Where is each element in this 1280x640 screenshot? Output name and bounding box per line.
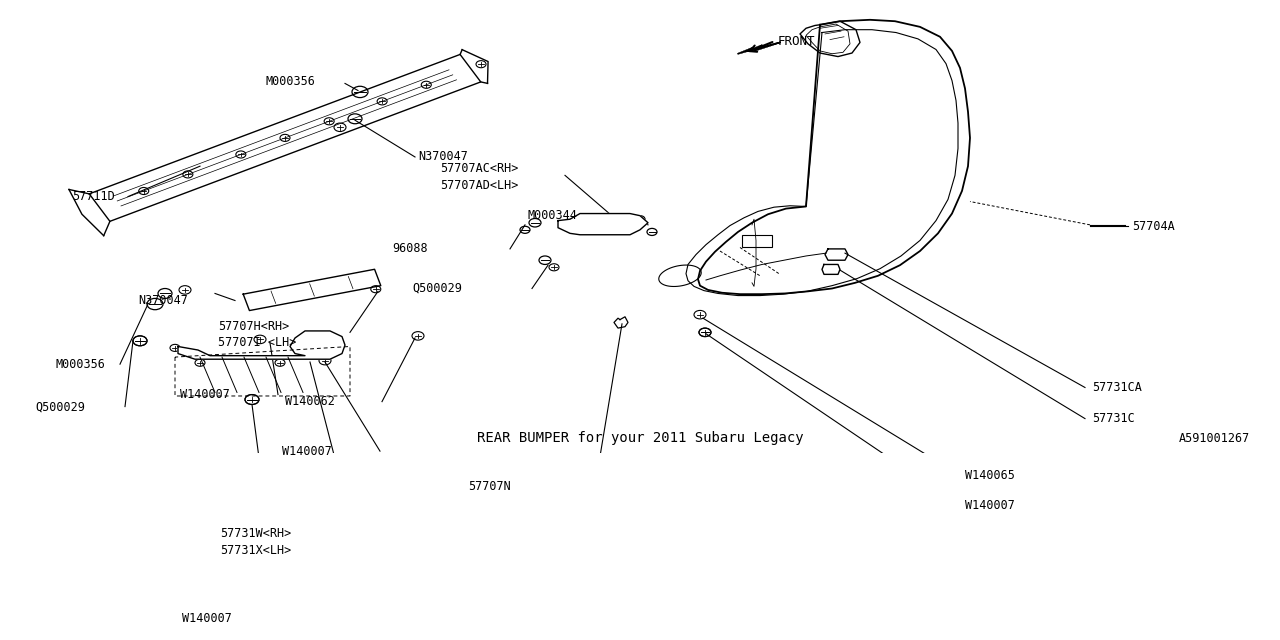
Text: 57711D: 57711D <box>72 190 115 203</box>
Polygon shape <box>558 214 648 235</box>
Text: 57707AD<LH>: 57707AD<LH> <box>440 179 518 192</box>
Text: M000356: M000356 <box>55 358 105 371</box>
Text: N370047: N370047 <box>138 294 188 307</box>
Text: W140007: W140007 <box>282 445 332 458</box>
Text: 96088: 96088 <box>392 243 428 255</box>
Text: 57707N: 57707N <box>468 480 511 493</box>
Text: 57707H<RH>: 57707H<RH> <box>218 320 289 333</box>
Polygon shape <box>739 42 780 54</box>
Text: 57731W<RH>: 57731W<RH> <box>220 527 292 540</box>
Text: A591001267: A591001267 <box>1179 432 1251 445</box>
Text: 57704A: 57704A <box>1132 220 1175 233</box>
Text: M000344: M000344 <box>529 209 577 222</box>
Text: W140065: W140065 <box>965 468 1015 482</box>
Text: 57731X<LH>: 57731X<LH> <box>220 543 292 557</box>
Text: 57707I <LH>: 57707I <LH> <box>218 337 297 349</box>
Text: W140007: W140007 <box>180 388 230 401</box>
Text: 57731CA: 57731CA <box>1092 381 1142 394</box>
Text: FRONT: FRONT <box>778 35 815 47</box>
Text: 57707AC<RH>: 57707AC<RH> <box>440 162 518 175</box>
Polygon shape <box>178 331 346 359</box>
Text: 57731C: 57731C <box>1092 412 1135 425</box>
Text: Q500029: Q500029 <box>35 400 84 413</box>
Text: Q500029: Q500029 <box>412 282 462 295</box>
Text: W140062: W140062 <box>285 395 335 408</box>
Text: REAR BUMPER for your 2011 Subaru Legacy: REAR BUMPER for your 2011 Subaru Legacy <box>476 431 804 445</box>
Text: W140007: W140007 <box>182 612 232 625</box>
Text: N370047: N370047 <box>419 150 468 163</box>
Polygon shape <box>739 42 780 54</box>
Bar <box>742 235 772 248</box>
Text: M000356: M000356 <box>265 75 315 88</box>
Text: W140007: W140007 <box>965 499 1015 512</box>
